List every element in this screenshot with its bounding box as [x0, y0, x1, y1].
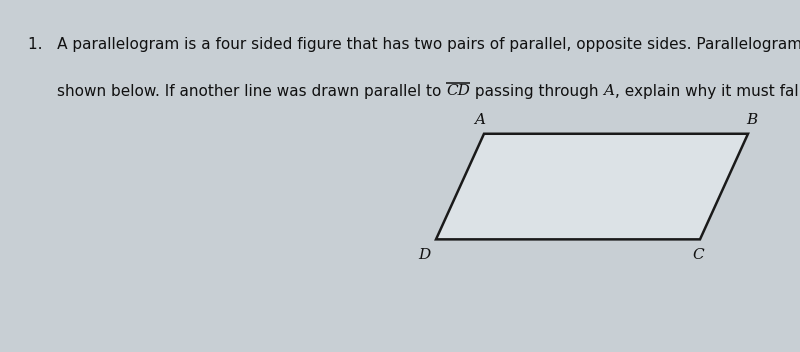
Polygon shape: [436, 134, 748, 239]
Text: , explain why it must fall on: , explain why it must fall on: [614, 84, 800, 100]
Text: C: C: [693, 248, 704, 262]
Text: B: B: [746, 113, 758, 127]
Text: 1.   A parallelogram is a four sided figure that has two pairs of parallel, oppo: 1. A parallelogram is a four sided figur…: [28, 37, 800, 52]
Text: shown below. If another line was drawn parallel to: shown below. If another line was drawn p…: [57, 84, 446, 100]
Text: D: D: [418, 248, 430, 262]
Text: A: A: [474, 113, 486, 127]
Text: A: A: [604, 84, 614, 99]
Text: CD: CD: [446, 84, 470, 99]
Text: passing through: passing through: [470, 84, 604, 100]
